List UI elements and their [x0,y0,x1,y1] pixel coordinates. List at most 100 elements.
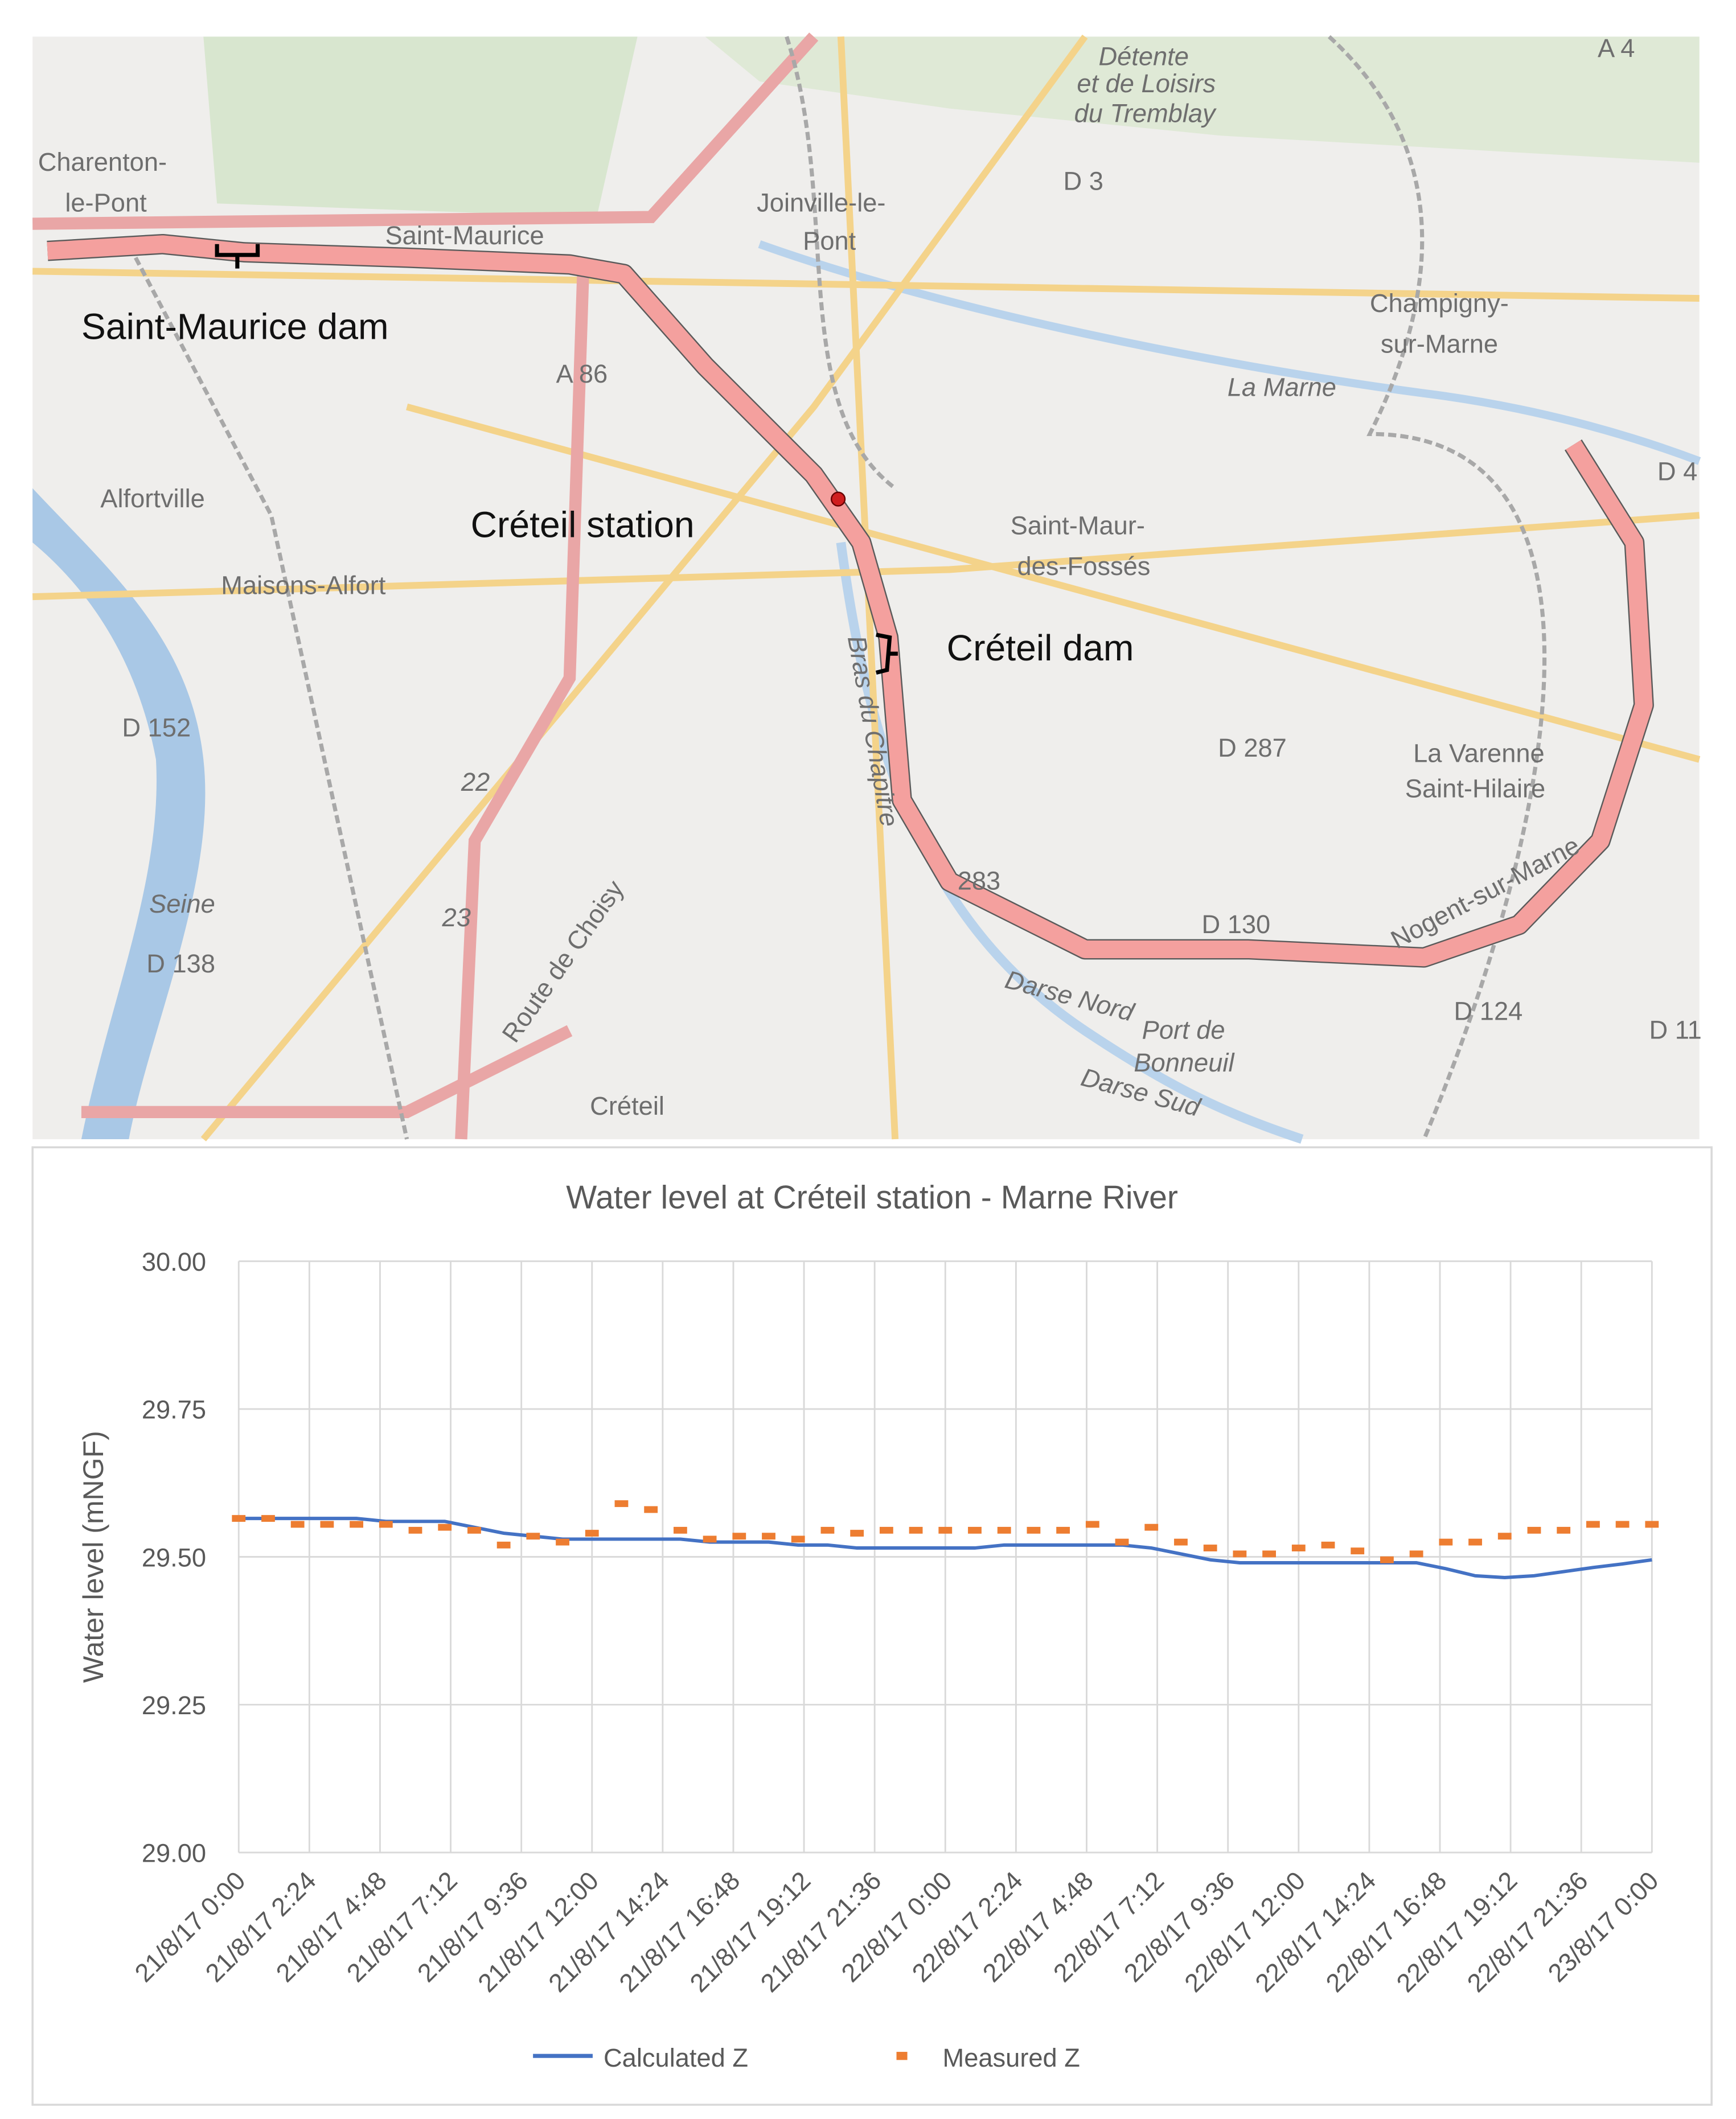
place-label: Bonneuil [1134,1048,1235,1077]
road-label: D 11 [1649,1016,1702,1045]
data-point [408,1526,422,1534]
road-label: D 4 [1657,457,1697,486]
data-point [1174,1538,1188,1546]
data-point [290,1521,305,1528]
park [203,36,638,217]
data-point [791,1535,805,1543]
railways [134,35,1547,1140]
marne-river [758,240,1701,465]
annotation: Créteil dam [947,627,1134,668]
data-point [762,1533,775,1540]
seine [32,488,206,1139]
data-point [938,1526,953,1534]
park [705,36,1700,163]
data-point [232,1515,246,1522]
data-point [1291,1545,1306,1551]
place-label: Port de [1142,1016,1225,1045]
data-point [379,1521,393,1528]
data-point [1351,1547,1365,1555]
data-point [732,1533,746,1540]
y-tick-label: 29.00 [142,1839,206,1868]
data-point [1468,1538,1482,1546]
dam-symbol [215,244,260,269]
road-label: 23 [442,903,471,932]
road-label: 22 [461,767,490,796]
road-label: D 124 [1454,996,1523,1025]
river-reach [47,235,1653,967]
data-point [496,1541,511,1549]
annotation: Créteil station [471,504,695,545]
place-label: du Tremblay [1074,98,1217,128]
place-label: Maisons-Alfort [221,570,386,599]
data-point [1027,1526,1041,1534]
place-label: Détente [1098,42,1189,71]
place-label: Saint-Maur- [1011,511,1145,540]
place-label: Champigny- [1370,289,1509,318]
place-label: Alfortville [100,484,205,513]
y-tick-label: 30.00 [142,1247,206,1276]
road-label: A 4 [1598,34,1635,63]
data-point [1645,1521,1659,1528]
y-axis-label: Water level (mNGF) [77,1431,109,1683]
chart-frame [31,1146,1713,2106]
data-point [673,1526,687,1534]
data-point [909,1526,923,1534]
place-label: sur-Marne [1381,329,1498,358]
place-label: des-Fossés [1017,552,1151,581]
road-label: D 3 [1064,167,1103,196]
place-label: et de Loisirs [1077,69,1216,98]
river-label: Seine [149,889,215,918]
place-label: Joinville-le- [757,188,885,217]
data-point [1056,1526,1070,1534]
place-label: Pont [803,226,856,255]
darse [836,541,1304,1144]
data-point [1586,1521,1600,1528]
y-tick-label: 29.50 [142,1543,206,1572]
map: Charenton- le-Pont Saint-Maurice Joinvil… [32,32,1702,1144]
data-point [644,1506,658,1513]
data-point [1527,1526,1541,1534]
data-point [1085,1521,1099,1528]
annotation: Saint-Maurice dam [81,306,389,347]
data-point [585,1530,599,1537]
data-point [1615,1521,1630,1528]
data-point [820,1526,835,1534]
data-point [968,1526,982,1534]
data-point [997,1526,1011,1534]
data-point [320,1521,334,1528]
data-point [850,1530,864,1537]
road-label: D 138 [146,949,215,978]
station-marker [830,491,846,507]
place-label: Saint-Hilaire [1405,774,1545,803]
data-point [1439,1538,1453,1546]
data-point [1115,1538,1129,1546]
road-label: 283 [958,867,1000,896]
data-point [1262,1550,1276,1558]
place-label: Saint-Maurice [385,221,544,250]
y-tick-label: 29.75 [142,1395,206,1424]
place-label: Charenton- [38,147,167,176]
place-label: Créteil [590,1091,664,1120]
data-point [1409,1550,1423,1558]
place-label: le-Pont [65,188,147,217]
legend-label: Measured Z [943,2043,1080,2072]
road-label: D 130 [1201,910,1270,939]
data-point [703,1535,717,1543]
data-point [350,1521,363,1528]
road-label: D 152 [122,713,191,742]
road-label: A 86 [556,359,608,388]
legend-label: Calculated Z [604,2043,748,2072]
data-point [1557,1526,1571,1534]
data-point [1497,1533,1512,1540]
data-point [1233,1550,1247,1558]
data-point [261,1515,275,1522]
data-point [879,1526,893,1534]
highways [32,32,819,1140]
dam-symbol [875,633,898,675]
data-point [1144,1523,1159,1531]
data-point [1321,1541,1335,1549]
data-point [614,1500,629,1508]
data-point [526,1533,540,1540]
